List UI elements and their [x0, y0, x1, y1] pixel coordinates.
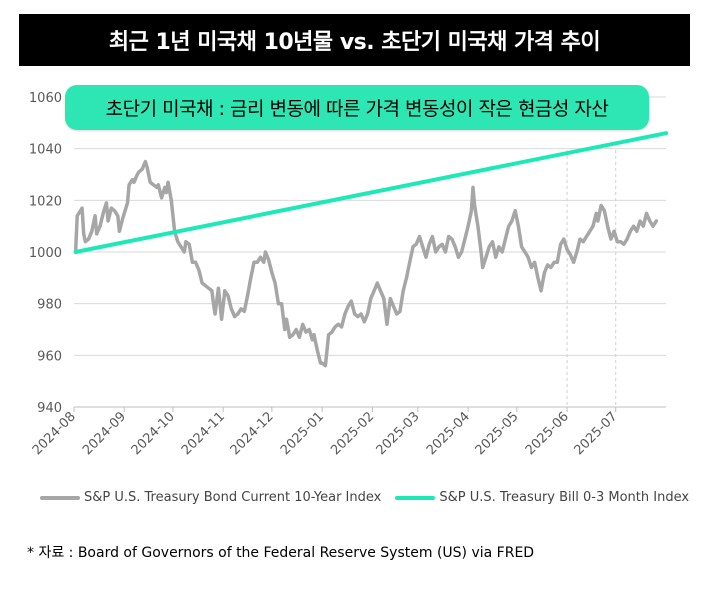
x-tick-label: 2025-03 — [374, 409, 423, 458]
chart-title: 최근 1년 미국채 10년물 vs. 초단기 미국채 가격 추이 — [19, 14, 690, 66]
y-tick-label: 940 — [37, 401, 62, 416]
x-tick-label: 2025-07 — [572, 409, 621, 458]
x-tick-label: 2025-01 — [278, 409, 327, 458]
x-tick-label: 2025-02 — [328, 409, 377, 458]
legend: S&P U.S. Treasury Bond Current 10-Year I… — [40, 490, 703, 505]
source-note: * 자료 : Board of Governors of the Federal… — [27, 545, 535, 561]
x-tick-label: 2025-04 — [424, 409, 473, 458]
legend-swatch-bill-0-3m — [395, 495, 436, 500]
x-tick-label: 2025-05 — [473, 409, 522, 458]
y-tick-label: 1060 — [29, 91, 62, 106]
x-axis-tick-labels: 2024-08 2024-09 2024-10 2024-11 2024-12 2025-… — [30, 409, 621, 458]
y-axis-tick-labels: 940 960 980 1000 1020 1040 1060 — [29, 91, 62, 416]
x-tick-label: 2024-09 — [80, 409, 129, 458]
y-tick-label: 1040 — [29, 143, 62, 158]
x-tick-label: 2025-06 — [523, 409, 572, 458]
y-tick-label: 960 — [37, 349, 62, 364]
legend-swatch-bond-10y — [40, 495, 80, 500]
y-tick-label: 980 — [37, 298, 62, 313]
y-tick-label: 1020 — [29, 194, 62, 209]
legend-item-bill-0-3m: S&P U.S. Treasury Bill 0-3 Month Index — [395, 490, 689, 505]
legend-label-bill-0-3m: S&P U.S. Treasury Bill 0-3 Month Index — [439, 490, 690, 505]
series-lines — [73, 131, 668, 368]
x-tick-label: 2024-12 — [228, 409, 277, 458]
callout-annotation: 초단기 미국채 : 금리 변동에 따른 가격 변동성이 작은 현금성 자산 — [65, 85, 649, 130]
series-line-bond-10y — [73, 159, 659, 368]
legend-label-bond-10y: S&P U.S. Treasury Bond Current 10-Year I… — [84, 490, 382, 505]
y-tick-label: 1000 — [29, 246, 62, 261]
legend-item-bond-10y: S&P U.S. Treasury Bond Current 10-Year I… — [40, 490, 381, 505]
series-line-bill-0-3m — [73, 131, 668, 254]
x-tick-label: 2024-10 — [129, 409, 178, 458]
x-tick-label: 2024-11 — [179, 409, 228, 458]
x-tick-label: 2024-08 — [30, 409, 79, 458]
